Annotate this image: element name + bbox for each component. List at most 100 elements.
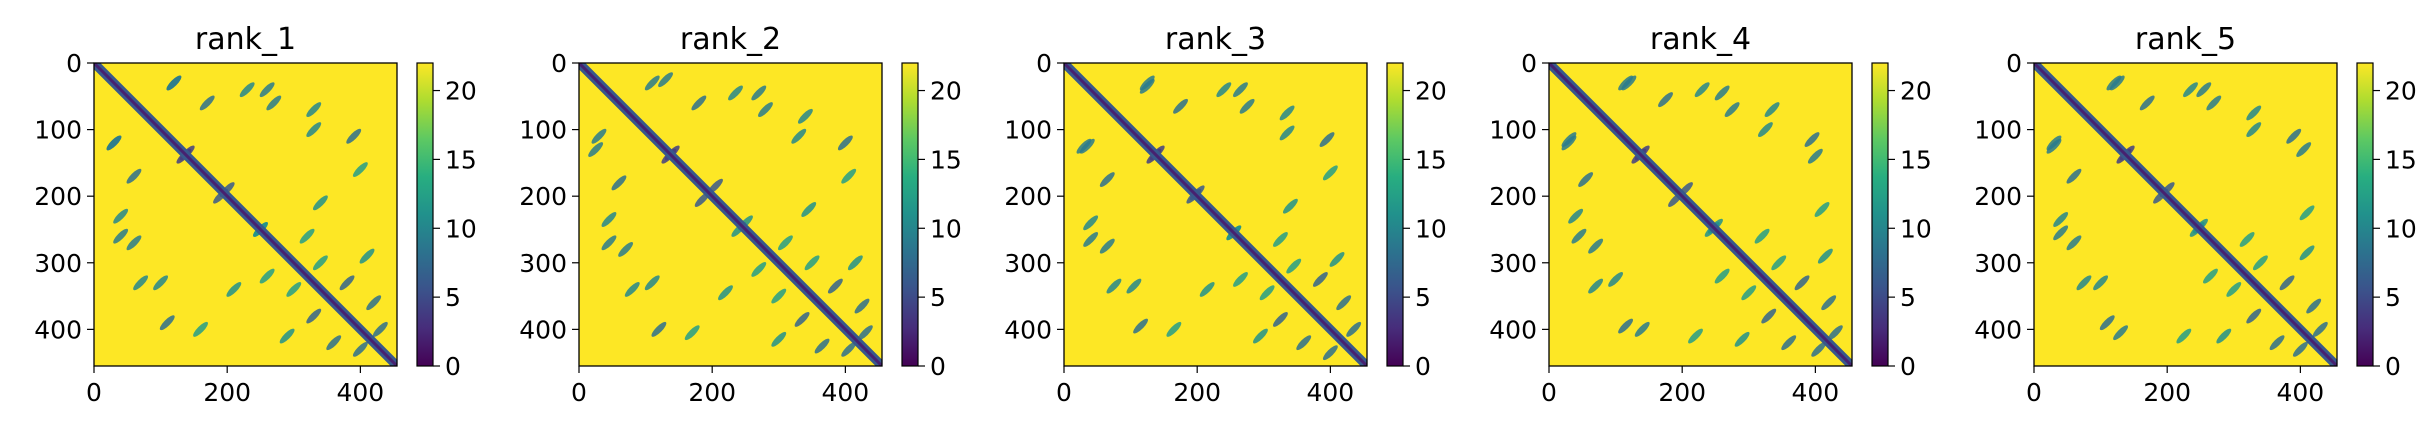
- y-tick-label: 400: [1489, 315, 1537, 344]
- contact-patch: [837, 135, 853, 151]
- contact-patch: [644, 75, 660, 91]
- plot-frame: [1548, 62, 1853, 367]
- contact-patch: [312, 255, 328, 271]
- contact-patch: [2099, 315, 2115, 331]
- contact-patch: [1329, 252, 1345, 267]
- contact-patch: [2216, 328, 2232, 344]
- y-tick-label: 200: [1004, 182, 1052, 211]
- x-tick-label: 0: [1056, 378, 1072, 407]
- contact-patch: [1336, 295, 1352, 311]
- colorbar-tick-label: 10: [1415, 214, 1447, 243]
- colorbar-tick-label: 20: [930, 77, 962, 106]
- x-tick-label: 200: [1173, 378, 1221, 407]
- colorbar: [1387, 63, 1403, 366]
- diagonal-band-inner: [579, 63, 882, 366]
- diagonal-band-inner: [2034, 63, 2337, 366]
- contact-patch: [193, 321, 208, 337]
- panel-title: rank_4: [1650, 22, 1751, 57]
- contact-patch: [266, 95, 282, 111]
- colorbar-tick-label: 15: [1415, 145, 1447, 174]
- contact-patch: [199, 95, 215, 111]
- x-tick-label: 0: [86, 378, 102, 407]
- contact-patch: [1083, 215, 1099, 231]
- contact-patch: [857, 325, 873, 341]
- contact-patch: [159, 315, 175, 331]
- contact-patch: [1821, 295, 1837, 311]
- x-tick-label: 400: [2277, 378, 2325, 407]
- contact-patch: [166, 75, 182, 91]
- colorbar-tick-label: 0: [1900, 352, 1916, 381]
- contact-patch: [1811, 341, 1827, 357]
- colorbar-tick-label: 5: [2385, 283, 2401, 312]
- contact-patch: [2226, 281, 2242, 297]
- contact-patch: [1724, 102, 1740, 118]
- contact-patch: [346, 128, 362, 144]
- contact-patch: [1741, 285, 1757, 301]
- contact-patch: [1588, 238, 1604, 254]
- colorbar: [1872, 63, 1888, 366]
- x-tick-label: 400: [1792, 378, 1840, 407]
- contact-patch: [312, 195, 328, 211]
- contact-patch: [2296, 142, 2312, 157]
- contact-patch: [2312, 321, 2328, 337]
- contact-patch: [2066, 168, 2082, 184]
- y-tick-label: 300: [1974, 249, 2022, 278]
- diagonal-band-inner: [1549, 63, 1852, 366]
- contact-patch: [2269, 335, 2285, 351]
- contact-patch: [624, 281, 640, 297]
- colorbar-tick-label: 10: [1900, 214, 1932, 243]
- contact-patch: [2139, 95, 2155, 111]
- contact-patch: [1714, 85, 1730, 101]
- contact-patch: [771, 288, 787, 304]
- colorbar-tick-label: 5: [1900, 283, 1916, 312]
- contact-patch: [2299, 205, 2315, 221]
- y-tick-label: 300: [1004, 249, 1052, 278]
- contact-patch: [1807, 148, 1823, 164]
- contact-patch: [1804, 132, 1820, 148]
- contact-patch: [2053, 212, 2069, 227]
- contact-patch: [1618, 318, 1634, 334]
- colorbar-tick-label: 20: [1900, 77, 1932, 106]
- colorbar-tick-label: 0: [2385, 352, 2401, 381]
- x-tick-label: 0: [1541, 378, 1557, 407]
- y-tick-label: 0: [551, 49, 567, 78]
- colorbar-frame: [416, 62, 434, 367]
- y-tick-label: 100: [1974, 116, 2022, 145]
- contact-patch: [1568, 208, 1584, 224]
- contact-patch: [1578, 172, 1594, 187]
- contact-patch: [2206, 95, 2222, 111]
- contact-patch: [2239, 232, 2255, 247]
- colorbar-tick-label: 20: [445, 77, 477, 106]
- contact-patch: [133, 275, 149, 291]
- y-tick-label: 200: [34, 182, 82, 211]
- heatmap-panel: rank_5 0 200 400 0 100 200 300 400 0 5 10 15 20: [1974, 22, 2417, 407]
- plot-frame: [93, 62, 398, 367]
- contact-patch: [591, 128, 607, 144]
- contact-patch: [758, 102, 773, 118]
- contact-patch: [1083, 232, 1099, 247]
- contact-patch: [279, 328, 295, 344]
- contact-patch: [286, 281, 302, 297]
- contact-patch: [2093, 275, 2109, 291]
- heatmap-panel: rank_3 0 200 400 0 100 200 300 400 0 5 10 15 20: [1004, 22, 1447, 407]
- x-tick-label: 400: [337, 378, 385, 407]
- contact-patch: [827, 278, 843, 294]
- colorbar-tick-label: 20: [2385, 77, 2417, 106]
- contact-patch: [728, 85, 743, 101]
- colorbar-tick-label: 5: [930, 283, 946, 312]
- plot-frame: [578, 62, 883, 367]
- contact-patch: [1239, 98, 1255, 114]
- contact-patch: [2286, 128, 2302, 144]
- contact-patch: [2183, 82, 2198, 98]
- contact-patch: [2246, 122, 2262, 138]
- contact-patch: [2046, 138, 2062, 154]
- y-tick-label: 200: [519, 182, 567, 211]
- contact-patch: [1233, 82, 1248, 98]
- contact-patch: [1099, 172, 1115, 187]
- contact-patch: [1814, 202, 1830, 217]
- y-tick-label: 0: [2006, 49, 2022, 78]
- colorbar-tick-label: 5: [1415, 283, 1431, 312]
- contact-patch: [1279, 125, 1295, 141]
- panel-title: rank_1: [195, 22, 296, 57]
- contact-patch: [2279, 275, 2295, 291]
